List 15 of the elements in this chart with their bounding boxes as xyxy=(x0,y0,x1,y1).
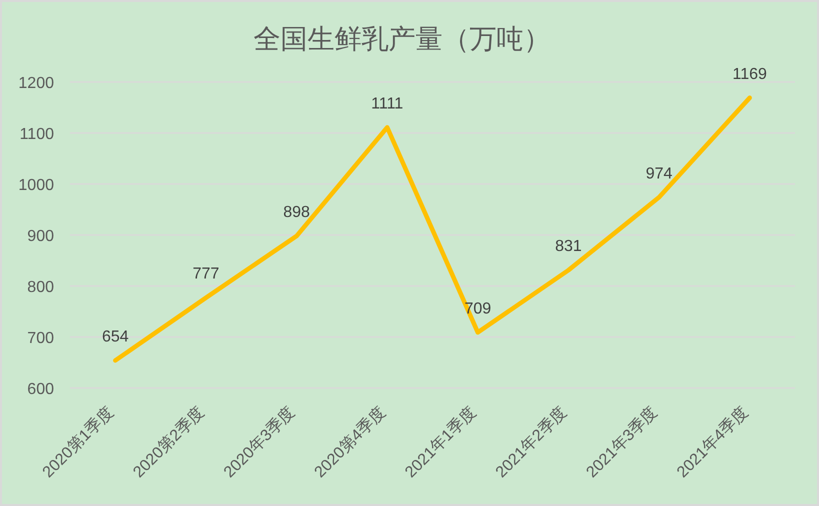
y-tick-label: 1100 xyxy=(20,126,54,143)
y-tick-label: 600 xyxy=(27,381,54,398)
y-tick-label: 1000 xyxy=(18,177,54,194)
data-label: 831 xyxy=(555,238,582,256)
y-tick-label: 1200 xyxy=(18,75,54,92)
y-tick-label: 800 xyxy=(27,279,54,296)
title: 全国生鲜乳产量（万吨） xyxy=(254,24,550,54)
data-label: 974 xyxy=(646,165,672,182)
data-label: 898 xyxy=(283,204,310,222)
y-tick-label: 900 xyxy=(27,228,54,245)
y-tick-label: 700 xyxy=(27,330,54,347)
data-label: 1111 xyxy=(371,95,404,112)
data-label: 654 xyxy=(102,328,129,346)
data-label: 1169 xyxy=(732,66,767,83)
data-label: 777 xyxy=(192,266,220,283)
